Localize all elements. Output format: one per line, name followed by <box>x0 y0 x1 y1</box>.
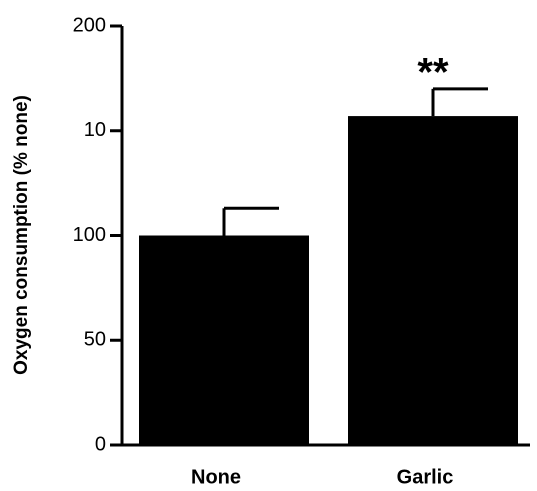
y-tick-label: 50 <box>84 329 106 351</box>
annotation: ** <box>417 50 449 94</box>
y-tick-label: 10 <box>84 119 106 141</box>
y-tick-label: 0 <box>95 433 106 455</box>
x-tick-label: Garlic <box>397 466 454 488</box>
y-tick-label: 200 <box>73 14 106 36</box>
error-bar <box>431 87 488 117</box>
y-axis-label: Oxygen consumption (% none) <box>11 95 32 375</box>
bar <box>348 116 518 446</box>
x-tick-label: None <box>191 466 241 488</box>
bar <box>139 235 309 445</box>
error-bar <box>222 206 279 236</box>
y-tick-label: 100 <box>73 224 106 246</box>
